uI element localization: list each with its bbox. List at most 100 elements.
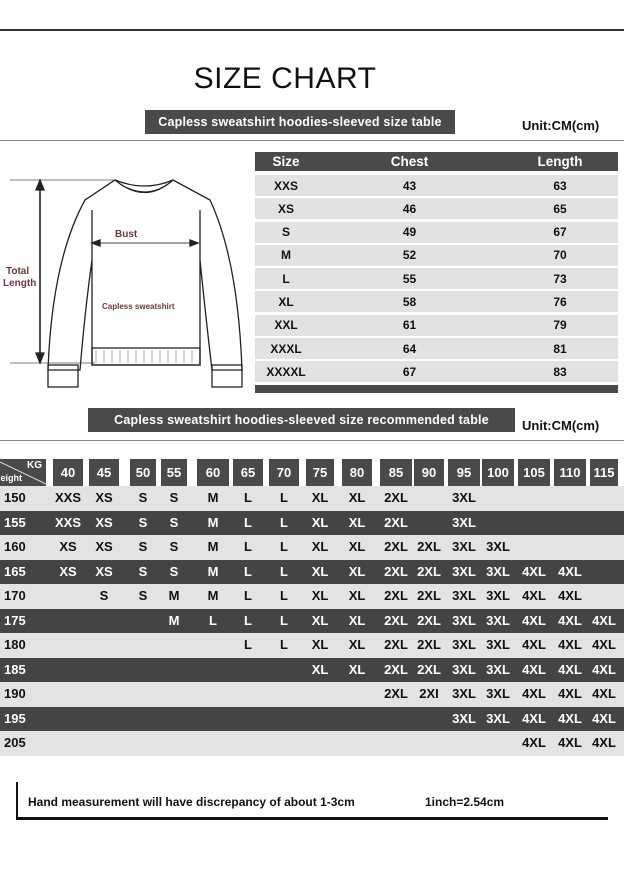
recommend-row: 155 XXS XS S S M L L XL XL 2XL 3XL [0, 510, 624, 535]
size-cell: XL [348, 612, 366, 628]
size-cell: XL [311, 514, 329, 530]
size-row: XXS 43 63 [255, 175, 618, 196]
size-cell: 2XL [417, 539, 441, 554]
size-cell: 4XL [592, 710, 616, 726]
chest-cell: 67 [402, 364, 417, 379]
size-cell: 2XL [384, 539, 408, 554]
size-cell: 4XL [558, 735, 582, 750]
weight-header: 80 [342, 459, 372, 486]
size-cell: 3XL [452, 563, 476, 579]
size-cell: L [280, 637, 288, 652]
size-cell: 4XL [522, 735, 546, 750]
weight-header: 115 [590, 459, 618, 486]
size-cell: S [169, 514, 179, 530]
size-cell: 2XI [419, 686, 439, 701]
weight-header: 55 [161, 459, 187, 486]
length-cell: 73 [553, 271, 567, 286]
size-cell: L [244, 539, 252, 554]
size-cell: 2XL [384, 661, 408, 677]
length-cell: 76 [553, 294, 567, 309]
recommend-row: 170 S S M M L L XL XL 2XL 2XL 3XL 3XL 4XL 4XL [0, 584, 624, 609]
total-length-label-1: Total [6, 266, 30, 277]
weight-header: 60 [197, 459, 229, 486]
size-row: XL 58 76 [255, 291, 618, 313]
weight-header: 85 [380, 459, 412, 486]
chest-cell: 61 [402, 318, 417, 333]
size-cell: 2XL [384, 612, 408, 628]
size-table-banner: Capless sweatshirt hoodies-sleeved size … [145, 110, 455, 134]
size-cell: XL [311, 661, 329, 677]
recommend-row: 165 XS XS S S M L L XL XL 2XL 2XL 3XL 3XL 4XL 4XL [0, 559, 624, 584]
size-cell: XS [59, 563, 77, 579]
size-cell: 3XL [486, 686, 510, 701]
size-cell: 4XL [522, 612, 546, 628]
height-label: 155 [4, 514, 26, 530]
measurement-note: Hand measurement will have discrepancy o… [28, 795, 355, 809]
size-cell: XL [311, 563, 329, 579]
size-cell: L [244, 637, 252, 652]
size-cell: 2XL [384, 637, 408, 652]
size-cell: L [280, 563, 288, 579]
height-label: 175 [4, 612, 26, 628]
size-cell: S [169, 539, 179, 554]
weight-header: 75 [306, 459, 334, 486]
weight-header: 65 [233, 459, 263, 486]
length-cell: 79 [553, 318, 567, 333]
size-cell: 4XL [558, 710, 582, 726]
recommend-table-unit: Unit:CM(cm) [522, 418, 600, 433]
sweatshirt-diagram [10, 178, 243, 388]
size-cell: 4XL [592, 612, 616, 628]
size-cell: 2XL [417, 637, 441, 652]
size-cell: 2XL [384, 514, 408, 530]
recommend-row: 175 M L L L XL XL 2XL 2XL 3XL 3XL 4XL 4XL 4XL [0, 608, 624, 633]
size-cell: 4XL [522, 588, 546, 603]
size-row: S 49 67 [255, 221, 618, 243]
size-row: XXXL 64 81 [255, 338, 618, 360]
size-table-header: Size Chest Length [255, 152, 618, 171]
size-cell: 3XL [452, 490, 476, 505]
size-cell: 3XL [452, 710, 476, 726]
size-cell: XL [348, 563, 366, 579]
size-cell: 4XL [558, 563, 582, 579]
recommend-table-banner: Capless sweatshirt hoodies-sleeved size … [88, 408, 515, 432]
size-cell: 4XL [558, 637, 582, 652]
size-cell: 2XL [384, 588, 408, 603]
footer-bottom-rule [16, 817, 608, 820]
size-cell: 4XL [522, 710, 546, 726]
size-cell: 3XL [486, 710, 510, 726]
bust-label: Bust [115, 229, 138, 240]
size-cell: S [138, 490, 148, 505]
recommend-row: 190 2XL 2XI 3XL 3XL 4XL 4XL 4XL [0, 682, 624, 707]
size-row: XS 46 65 [255, 198, 618, 220]
size-cell: 4XL [522, 637, 546, 652]
size-cell: XXS [54, 490, 81, 505]
size-table: Size Chest Length XXS 43 63 XS 46 65 S 49 67 M 52 7… [255, 152, 618, 393]
length-cell: 63 [553, 178, 567, 193]
size-cell: M [207, 490, 219, 505]
height-label: 160 [4, 539, 26, 554]
size-row: XXXXL 67 83 [255, 361, 618, 383]
height-label: 150 [4, 490, 26, 505]
size-cell: 4XL [558, 588, 582, 603]
length-cell: 65 [553, 201, 567, 216]
size-cell: 3XL [486, 612, 510, 628]
size-cell: 4XL [592, 637, 616, 652]
size-cell: M [168, 588, 180, 603]
recommend-row: 205 4XL 4XL 4XL [0, 731, 624, 756]
size-cell: 3XL [452, 637, 476, 652]
size-cell: S [138, 514, 148, 530]
size-cell: 3XL [486, 661, 510, 677]
size-cell: M [207, 588, 219, 603]
size-cell: XS [95, 563, 113, 579]
chest-cell: 43 [402, 178, 417, 193]
length-cell: 67 [553, 225, 567, 240]
size-cell: XS [95, 539, 113, 554]
size-cell: XL [348, 637, 366, 652]
size-cell: XL [311, 612, 329, 628]
size-cell: 2XL [417, 661, 441, 677]
size-cell: 4XL [522, 686, 546, 701]
header-chest: Chest [390, 154, 429, 169]
size-cell: L [244, 588, 252, 603]
size-cell: 4XL [522, 563, 546, 579]
